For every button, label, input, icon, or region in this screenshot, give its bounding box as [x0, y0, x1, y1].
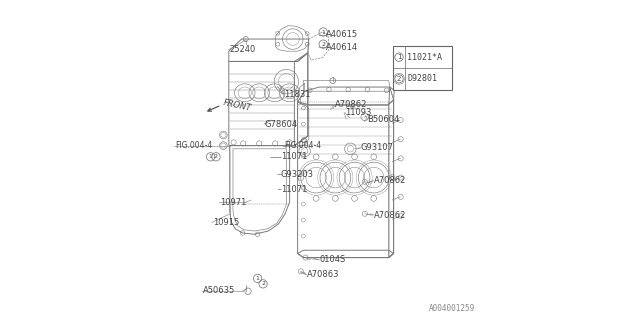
Text: G78604: G78604 [265, 120, 298, 129]
Text: 11831: 11831 [284, 90, 310, 99]
Text: G93107: G93107 [361, 143, 394, 152]
Text: G93203: G93203 [281, 170, 314, 179]
Text: 1: 1 [321, 29, 325, 35]
Text: 2: 2 [261, 281, 265, 286]
Text: 1: 1 [255, 276, 260, 281]
Text: 2: 2 [397, 76, 401, 82]
Text: A70862: A70862 [335, 100, 368, 109]
Text: 1: 1 [209, 154, 212, 159]
Text: A004001259: A004001259 [429, 304, 475, 313]
Text: A40614: A40614 [326, 43, 358, 52]
Text: D92801: D92801 [407, 74, 437, 83]
Text: 2: 2 [321, 42, 325, 47]
Text: 10915: 10915 [212, 218, 239, 227]
Text: 1: 1 [397, 54, 401, 60]
Text: 11071: 11071 [281, 152, 307, 161]
Text: FRONT: FRONT [223, 98, 253, 113]
Text: 25240: 25240 [230, 45, 256, 54]
Text: B50604: B50604 [367, 115, 399, 124]
Text: 2: 2 [214, 154, 218, 159]
Text: 11093: 11093 [345, 108, 371, 117]
Bar [393, 46, 452, 90]
Text: A70862: A70862 [374, 176, 406, 185]
Text: 11021*A: 11021*A [407, 53, 442, 62]
Text: A70862: A70862 [374, 211, 406, 220]
Text: 11071: 11071 [281, 185, 307, 194]
Text: 0104S: 0104S [319, 255, 346, 264]
Text: A40615: A40615 [326, 30, 358, 39]
Text: FIG.004-4: FIG.004-4 [175, 141, 212, 150]
Text: FIG.004-4: FIG.004-4 [284, 141, 321, 150]
Text: A50635: A50635 [204, 286, 236, 295]
Text: A70863: A70863 [307, 270, 339, 279]
Text: 10971: 10971 [220, 198, 246, 207]
